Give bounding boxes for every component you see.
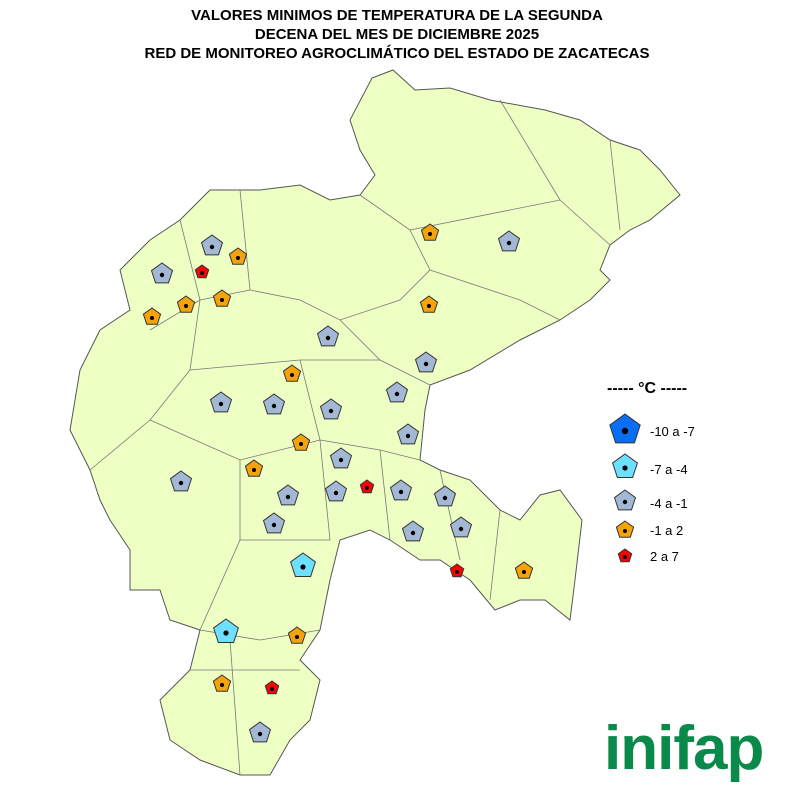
station-dot: [622, 465, 628, 471]
municipal-boundary: [609, 139, 621, 231]
station-dot: [622, 499, 628, 505]
station-dot: [218, 401, 224, 407]
station-dot: [442, 495, 448, 501]
legend-label: -10 a -7: [650, 424, 695, 439]
station-dot: [209, 244, 215, 250]
municipal-boundary: [299, 359, 421, 461]
state-outline: [69, 69, 681, 776]
title-line-2: DECENA DEL MES DE DICIEMBRE 2025: [254, 26, 540, 43]
station-dot: [325, 335, 331, 341]
legend-label: -1 a 2: [650, 523, 684, 538]
station-dot: [236, 256, 240, 260]
station-dot: [428, 232, 432, 236]
station-dot: [200, 271, 204, 275]
map-title: VALORES MINIMOS DE TEMPERATURA DE LA SEG…: [0, 6, 794, 63]
station-dot: [623, 555, 627, 559]
legend-label: 2 a 7: [650, 549, 679, 564]
station-dot: [220, 298, 224, 302]
title-line-1: VALORES MINIMOS DE TEMPERATURA DE LA SEG…: [191, 7, 603, 24]
station-dot: [150, 316, 154, 320]
legend-title: ----- °C -----: [607, 380, 688, 397]
municipal-boundary: [489, 509, 501, 601]
station-dot: [178, 480, 184, 486]
legend-label: -4 a -1: [650, 496, 688, 511]
station-dot: [410, 530, 416, 536]
station-dot: [365, 486, 369, 490]
station-dot: [621, 427, 629, 435]
station-dot: [423, 361, 429, 367]
station-dot: [394, 391, 400, 397]
station-dot: [405, 433, 411, 439]
station-dot: [270, 687, 274, 691]
municipal-boundary: [319, 439, 331, 541]
station-dot: [398, 489, 404, 495]
municipal-boundary: [379, 449, 391, 541]
station-dot: [333, 490, 339, 496]
municipal-boundary: [89, 299, 201, 471]
station-dot: [184, 304, 188, 308]
municipal-boundary: [239, 189, 251, 291]
station-dot: [522, 570, 526, 574]
station-dot: [455, 570, 459, 574]
station-dot: [299, 442, 303, 446]
station-dot: [252, 468, 256, 472]
municipal-boundary: [429, 269, 561, 321]
station-dot: [271, 522, 277, 528]
station-dot: [338, 457, 344, 463]
title-line-3: RED DE MONITOREO AGROCLIMÁTICO DEL ESTAD…: [144, 45, 650, 62]
municipal-boundary: [179, 219, 201, 301]
station-dot: [223, 630, 229, 636]
station-dot: [300, 564, 306, 570]
inifap-logo: inifap: [604, 714, 764, 783]
station-dot: [328, 408, 334, 414]
legend-label: -7 a -4: [650, 462, 688, 477]
station-dot: [290, 373, 294, 377]
station-dot: [427, 304, 431, 308]
station-dot: [295, 635, 299, 639]
station-dot: [506, 240, 512, 246]
station-dot: [271, 403, 277, 409]
station-dot: [458, 526, 464, 532]
station-dot: [159, 272, 165, 278]
station-dot: [623, 529, 627, 533]
municipal-boundary: [229, 639, 241, 776]
station-dot: [220, 683, 224, 687]
municipal-boundary: [439, 469, 461, 561]
station-dot: [285, 494, 291, 500]
municipal-boundary: [499, 99, 561, 201]
station-dot: [257, 731, 263, 737]
